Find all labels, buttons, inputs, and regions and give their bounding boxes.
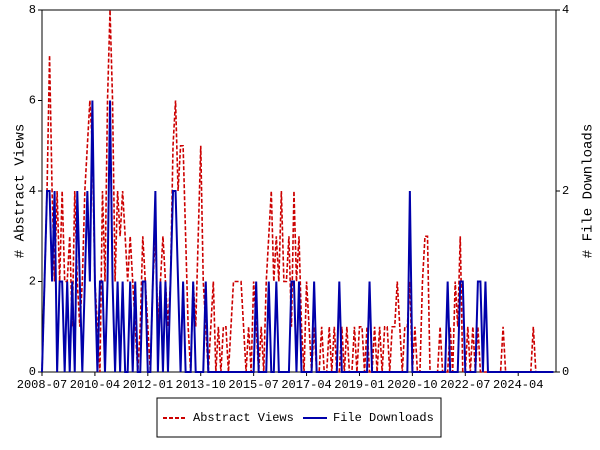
legend-label: Abstract Views: [193, 411, 294, 425]
legend-label: File Downloads: [333, 411, 434, 425]
x-tick-label: 2008-07: [17, 378, 67, 392]
x-tick-label: 2010-04: [70, 378, 120, 392]
x-tick-label: 2013-10: [176, 378, 226, 392]
y2-tick-label: 0: [562, 365, 569, 379]
x-tick-label: 2015-07: [228, 378, 278, 392]
y-tick-label: 2: [29, 275, 36, 289]
y-tick-label: 4: [29, 184, 36, 198]
y-tick-label: 0: [29, 365, 36, 379]
y-tick-label: 8: [29, 3, 36, 17]
y2-axis-title: # File Downloads: [581, 124, 597, 258]
y2-tick-label: 4: [562, 3, 569, 17]
y2-tick-label: 2: [562, 184, 569, 198]
x-tick-label: 2020-10: [387, 378, 437, 392]
x-tick-label: 2017-04: [281, 378, 331, 392]
series-line: [41, 100, 554, 373]
x-tick-label: 2024-04: [493, 378, 543, 392]
legend-box: [156, 397, 442, 438]
series-line: [41, 9, 554, 373]
x-tick-label: 2019-01: [334, 378, 384, 392]
x-tick-label: 2022-07: [440, 378, 490, 392]
x-tick-label: 2012-01: [123, 378, 173, 392]
y-tick-label: 6: [29, 94, 36, 108]
y-axis-title: # Abstract Views: [13, 124, 29, 258]
